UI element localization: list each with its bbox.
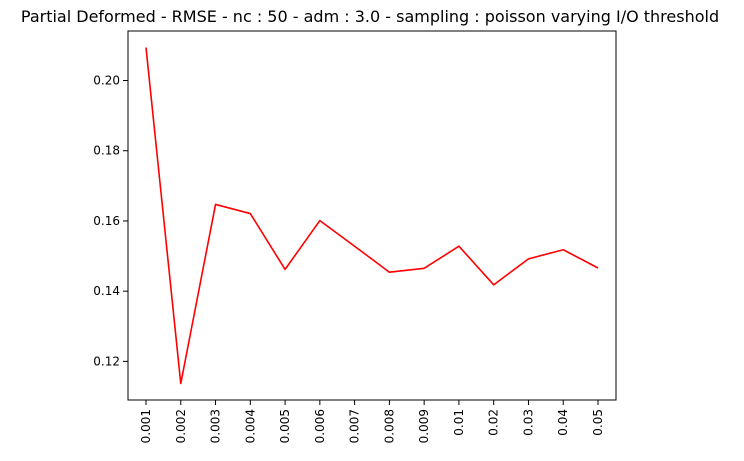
y-tick-label: 0.12 bbox=[93, 354, 120, 368]
x-tick-label: 0.005 bbox=[278, 409, 292, 443]
series-line bbox=[145, 47, 599, 385]
y-axis: 0.12 0.14 0.16 0.18 0.20 bbox=[93, 74, 128, 368]
x-tick-label: 0.001 bbox=[139, 409, 153, 443]
x-tick-label: 0.003 bbox=[209, 409, 223, 443]
y-tick-label: 0.16 bbox=[93, 214, 120, 228]
x-tick-label: 0.05 bbox=[591, 409, 605, 436]
x-tick-label: 0.01 bbox=[452, 409, 466, 436]
x-tick-label: 0.004 bbox=[243, 409, 257, 443]
chart-title: Partial Deformed - RMSE - nc : 50 - adm … bbox=[21, 7, 719, 26]
series-layer bbox=[145, 47, 599, 385]
y-tick-label: 0.14 bbox=[93, 284, 120, 298]
x-tick-label: 0.03 bbox=[521, 409, 535, 436]
x-tick-label: 0.009 bbox=[417, 409, 431, 443]
plot-area-frame bbox=[127, 30, 617, 401]
y-tick-label: 0.20 bbox=[93, 74, 120, 88]
x-tick-label: 0.002 bbox=[174, 409, 188, 443]
x-axis: 0.001 0.002 0.003 0.004 0.005 0.006 0.007 0.008… bbox=[139, 400, 605, 443]
x-tick-label: 0.006 bbox=[313, 409, 327, 443]
x-tick-label: 0.007 bbox=[348, 409, 362, 443]
x-tick-label: 0.02 bbox=[487, 409, 501, 436]
y-tick-label: 0.18 bbox=[93, 144, 120, 158]
x-tick-label: 0.04 bbox=[556, 409, 570, 436]
x-tick-label: 0.008 bbox=[382, 409, 396, 443]
